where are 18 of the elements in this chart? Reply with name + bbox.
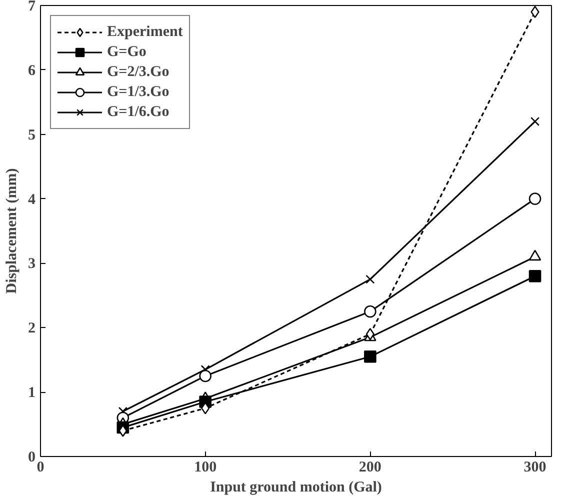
y-tick-label: 0 bbox=[28, 450, 36, 466]
legend-label: G=1/3.Go bbox=[107, 84, 170, 100]
y-tick-label: 3 bbox=[28, 256, 36, 272]
x-tick-label: 100 bbox=[194, 460, 217, 476]
legend-label: G=1/6.Go bbox=[107, 104, 170, 120]
y-axis-title: Displacement (mm) bbox=[4, 168, 20, 294]
legend-label: Experiment bbox=[107, 24, 183, 40]
y-tick-label: 2 bbox=[28, 320, 36, 337]
y-tick-label: 6 bbox=[28, 62, 36, 79]
legend-label: G=2/3.Go bbox=[107, 64, 170, 80]
y-tick-label: 7 bbox=[28, 0, 36, 14]
x-tick-label: 300 bbox=[524, 460, 546, 476]
x-axis-title: Input ground motion (Gal) bbox=[210, 480, 382, 496]
legend-label: G=Go bbox=[107, 44, 146, 60]
x-tick-label: 200 bbox=[358, 460, 382, 476]
y-tick-label: 5 bbox=[28, 127, 36, 144]
y-tick-label: 1 bbox=[28, 385, 36, 402]
y-tick-label: 4 bbox=[28, 192, 36, 208]
